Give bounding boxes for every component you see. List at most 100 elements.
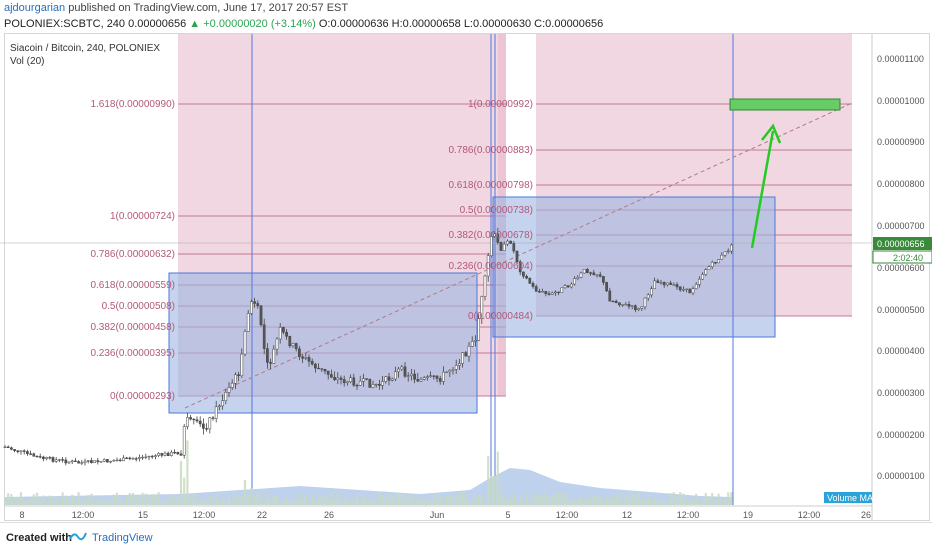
price-tick: 0.00001100 [877,54,924,64]
price-tick: 0.00000700 [877,221,925,231]
candle-body [531,283,535,287]
volume-bar [250,488,253,505]
candle-body [90,460,93,464]
arrow-head-icon [761,123,782,144]
volume-bar [695,493,698,505]
candle-body [272,348,276,364]
candle-body [509,240,512,244]
volume-bar [275,496,279,505]
volume-bar [730,492,733,505]
candle-body [691,288,695,294]
volume-bar [538,496,541,505]
trend-line[interactable] [184,102,853,409]
candle-body [109,460,112,463]
volume-bar [122,501,125,505]
price-tick: 0.00000200 [877,430,925,440]
volume-bar [109,500,112,505]
volume-bar [637,493,640,505]
volume-bar [138,497,141,505]
volume-bar [675,496,679,505]
volume-bar [115,492,119,505]
candle-body [730,244,733,252]
volume-bar [407,496,410,505]
candle-body [608,290,612,302]
candle-body [621,304,624,306]
candle-body [186,417,189,427]
volume-bar [29,499,32,505]
footer-bar: Created with TradingView [0,522,932,551]
volume-bar [240,495,243,505]
candle-body [554,291,557,294]
vertical-lines [251,34,734,505]
volume-bar [448,494,451,505]
volume-bar [704,493,707,505]
candle-body [518,261,522,273]
volume-bar [381,494,384,505]
volume-bar [307,500,311,505]
volume-bar [314,500,317,505]
price-tick: 0.00000100 [877,471,925,481]
candle-body [541,291,544,293]
candle-body [448,370,452,373]
volume-bar [602,499,605,505]
candle-body [426,376,429,378]
range-box-left[interactable] [168,272,478,414]
tradingview-logo-icon[interactable] [68,529,88,543]
volume-bar [688,500,691,505]
volume-bar [51,497,55,505]
volume-bar [266,493,269,505]
candle-body [29,453,32,455]
candle-body [256,303,260,307]
ohlc-values: O:0.00000636 H:0.00000658 L:0.00000630 C… [318,18,604,30]
candle-body [570,283,573,288]
candle-body [678,286,682,291]
author-link[interactable]: ajdourgarian [4,2,66,14]
candle-body [118,459,122,462]
candle-body [384,376,388,382]
volume-bar [279,501,282,505]
candle-body [298,348,301,358]
candle-body [301,356,304,359]
target-box[interactable] [729,98,841,111]
candle-body [442,371,445,382]
tradingview-brand-link[interactable]: TradingView [92,532,153,544]
volume-bar [179,460,183,505]
time-tick: 12:00 [556,510,579,520]
volume-bar [333,498,336,505]
candle-body [496,233,500,243]
volume-bar [176,497,179,505]
chart-pane[interactable] [4,33,930,521]
candle-body [96,460,100,463]
candle-body [58,459,61,461]
candle-body [310,360,314,365]
candle-body [285,331,288,337]
range-box-right[interactable] [492,196,776,338]
candle-body [352,377,356,386]
candle-body [134,458,138,460]
volume-bar [659,500,663,505]
countdown-badge [872,250,932,264]
candle-body [714,262,717,264]
volume-bar [359,500,362,505]
volume-bar [365,499,368,505]
candle-body [614,300,618,303]
fib-labels-right: 1(0.00000992) 0.786(0.00000883) 0.618(0.… [448,99,533,322]
candle-body [400,366,404,370]
volume-bar [528,500,531,505]
volume-bar [608,497,611,505]
candle-body [666,282,669,286]
volume-bar [391,495,394,505]
price-axis[interactable]: 0.00001100 0.00001000 0.00000900 0.00000… [877,54,925,481]
candle-body [304,357,308,359]
volume-bar [45,501,48,505]
candle-body [522,271,525,277]
candle-body [557,291,560,293]
last-price: 0.00000656 [128,18,187,30]
time-tick: Jun [430,510,445,520]
candle-body [592,272,596,276]
candle-body [675,284,679,288]
candle-body [269,362,272,364]
candle-body [349,377,352,383]
time-axis[interactable]: 8 12:00 15 12:00 22 26 Jun 5 12:00 12 12… [19,510,871,520]
